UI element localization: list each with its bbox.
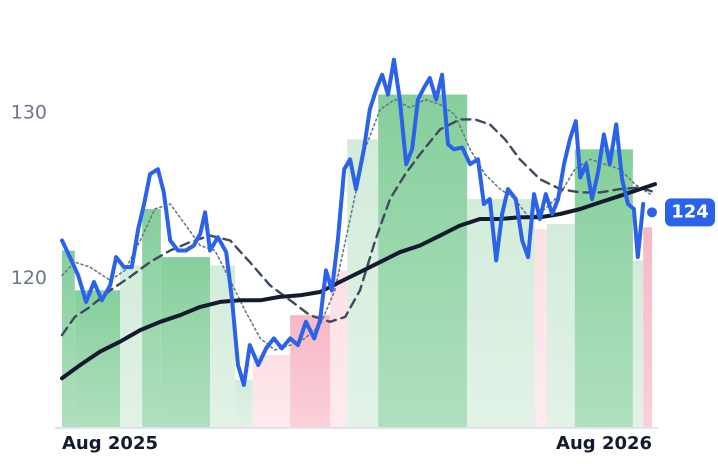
band-shade: [74, 290, 121, 428]
last-value-label: 124: [671, 201, 709, 222]
band-shade: [252, 355, 291, 428]
band-shade: [62, 250, 75, 428]
band-shade: [142, 209, 161, 428]
y-tick-label: 120: [11, 267, 47, 289]
last-value-dot: [647, 207, 657, 218]
band-shade: [120, 265, 143, 428]
band-shade: [546, 223, 575, 428]
band-shade: [347, 139, 379, 429]
band-shade: [378, 94, 468, 428]
band-shade: [160, 257, 211, 428]
lines: 124: [60, 57, 715, 387]
band-shade: [632, 260, 644, 428]
volume-bands: [62, 94, 653, 429]
series-line: [60, 57, 646, 387]
band-shade: [535, 228, 547, 428]
x-tick-label: Aug 2026: [556, 433, 652, 454]
band-shade: [235, 379, 253, 428]
band-shade: [329, 270, 348, 428]
axes: 120 130 Aug 2025 Aug 2026: [11, 101, 658, 454]
series-line: [60, 118, 657, 337]
band-shade: [643, 227, 653, 428]
last-value-badge: [665, 198, 715, 227]
x-tick-label: Aug 2025: [62, 433, 158, 454]
y-tick-label: 130: [11, 101, 47, 123]
series-line: [60, 182, 657, 381]
